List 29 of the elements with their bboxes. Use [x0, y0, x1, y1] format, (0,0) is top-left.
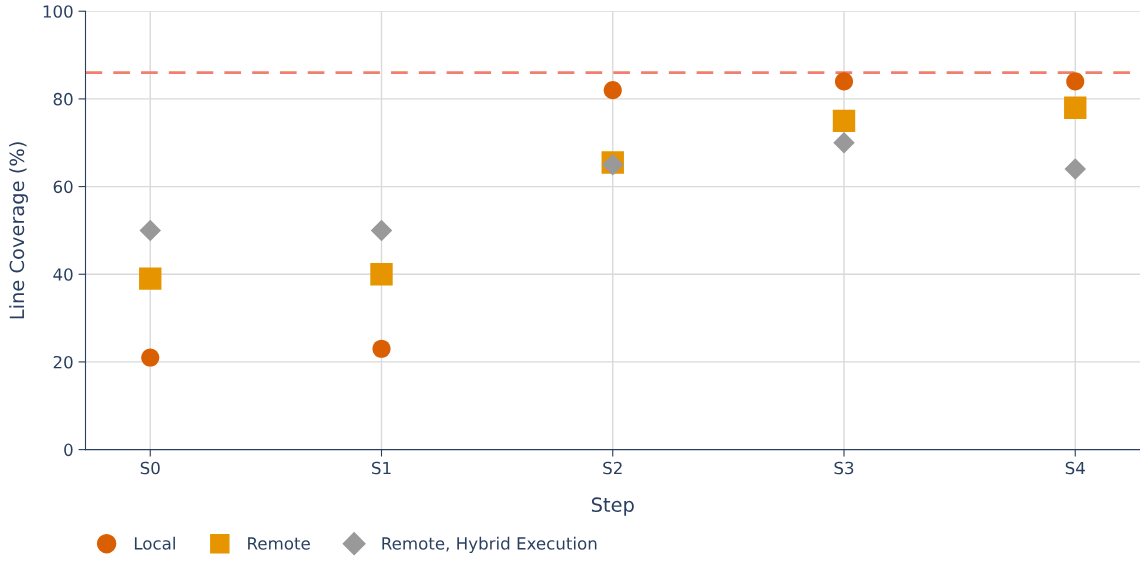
x-tick-label: S2	[603, 461, 622, 475]
y-axis-title: Line Coverage (%)	[9, 142, 28, 319]
point	[833, 131, 855, 154]
point	[139, 267, 162, 290]
point	[834, 72, 854, 91]
point	[1064, 96, 1087, 119]
y-tick-label: 60	[53, 180, 73, 194]
point	[603, 81, 622, 100]
x-tick-label: S0	[140, 461, 160, 475]
y-tick-label: 100	[43, 5, 73, 18]
x-tick-label: S3	[834, 461, 854, 475]
y-tick-label: 0	[64, 443, 73, 457]
point	[139, 219, 162, 242]
point	[141, 348, 160, 367]
x-axis-title: Step	[591, 497, 634, 516]
legend-label: Remote, Hybrid Execution	[382, 536, 597, 553]
x-tick-label: S1	[372, 461, 391, 475]
point	[372, 339, 391, 358]
legend-label: Local	[134, 536, 175, 550]
point	[370, 219, 393, 242]
y-tick-label: 40	[53, 268, 73, 281]
point	[1064, 158, 1087, 180]
legend-label: Remote	[248, 537, 310, 550]
x-tick-label: S4	[1065, 461, 1085, 475]
y-tick-label: 20	[53, 355, 73, 369]
point	[1066, 72, 1085, 91]
y-tick-label: 80	[53, 92, 73, 106]
point	[832, 109, 856, 133]
point	[370, 263, 393, 286]
